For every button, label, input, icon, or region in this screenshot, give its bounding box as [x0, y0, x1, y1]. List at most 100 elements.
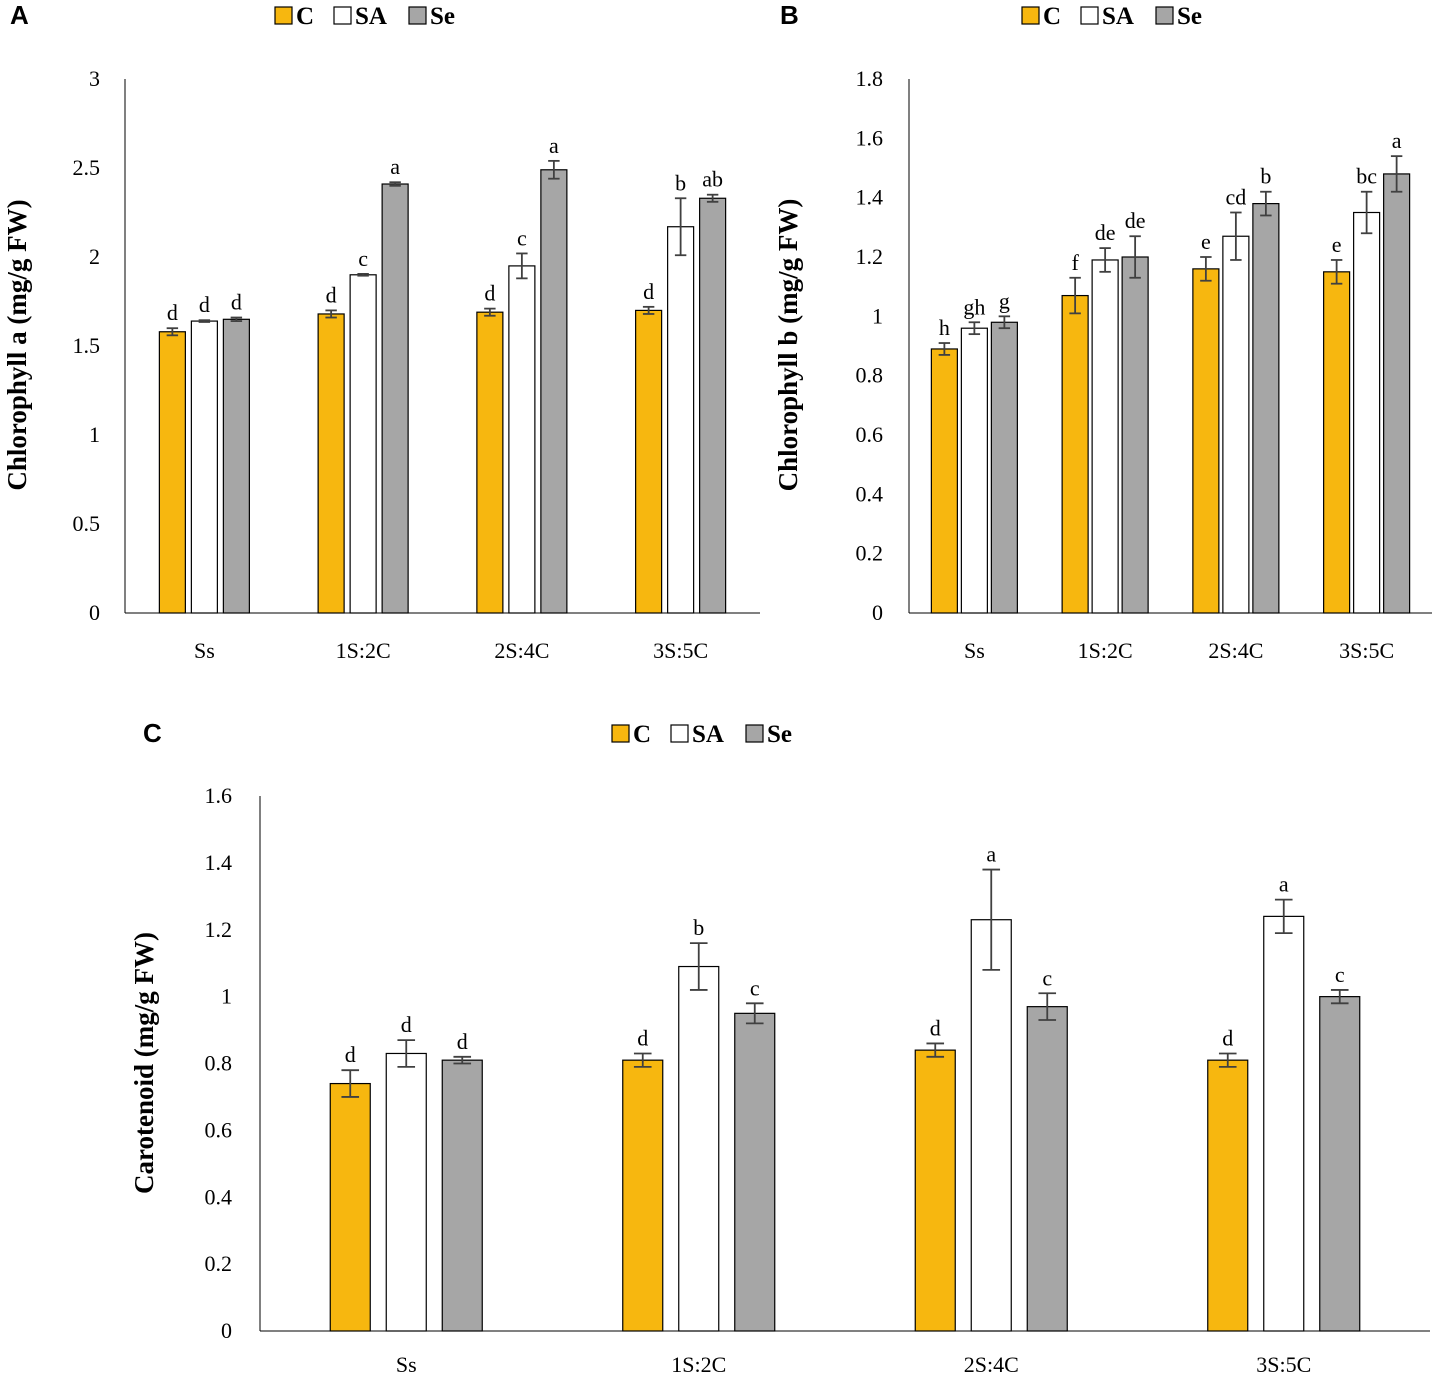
panel-b-y-tick-label: 0.4 [856, 481, 884, 506]
panel-c-significance-letter: b [693, 915, 704, 940]
panel-b-legend-label-sa: SA [1102, 3, 1134, 30]
panel-b-significance-letter: cd [1225, 185, 1246, 210]
panel-b-significance-letter: de [1095, 220, 1116, 245]
panel-a-bar-se [540, 169, 568, 614]
panel-c-legend-swatch-c [611, 724, 630, 743]
panel-b-chart: B C SA Se Chlorophyll b (mg/g FW) 0 0.2 0.4 0… [773, 0, 1432, 663]
panel-b-bar-sa [960, 327, 988, 614]
panel-c-bar-c [329, 1082, 371, 1332]
panel-c-legend-swatch-sa [670, 724, 689, 743]
panel-c-bar-sa [385, 1052, 427, 1332]
panel-b-legend-swatch-c [1021, 6, 1040, 25]
panel-b-bar-se [1252, 203, 1280, 614]
panel-a-y-tick-label: 0.5 [73, 511, 101, 536]
panel-a-bar-sa [349, 274, 377, 614]
panel-b-significance-letter: b [1260, 164, 1271, 189]
panel-c-significance-letter: a [986, 842, 996, 867]
panel-c-bar-se [441, 1059, 483, 1332]
panel-b-bar-c [1192, 268, 1220, 614]
panel-c-bar-sa [1263, 915, 1305, 1332]
panel-c-significance-letter: d [457, 1029, 468, 1054]
panel-a-x-tick-label: 2S:4C [494, 638, 549, 663]
panel-a-bar-sa [667, 226, 695, 614]
panel-a-bar-c [635, 309, 663, 614]
panel-b-x-tick-label: Ss [964, 638, 985, 663]
panel-a-bar-se [699, 197, 727, 614]
panel-a-significance-letter: c [358, 246, 368, 271]
panel-b-x-tick-label: 2S:4C [1208, 638, 1263, 663]
panel-c-y-tick-label: 0 [221, 1318, 232, 1343]
panel-b-y-tick-label: 0 [872, 600, 883, 625]
panel-a-bar-sa [508, 265, 536, 614]
panel-b-legend-label-c: C [1043, 3, 1061, 30]
panel-a-x-tick-label: 1S:2C [336, 638, 391, 663]
panel-c-bar-se [1026, 1006, 1068, 1332]
panel-a-y-tick-label: 0 [89, 600, 100, 625]
panel-c-y-tick-label: 1.6 [205, 783, 233, 808]
panel-c-significance-letter: c [1042, 965, 1052, 990]
panel-c-significance-letter: d [1222, 1025, 1233, 1050]
panel-b-y-tick-label: 1.6 [856, 125, 884, 150]
panel-c-bar-c [622, 1059, 664, 1332]
panel-b-y-tick-label: 0.2 [856, 541, 884, 566]
panel-b-x-tick-label: 3S:5C [1339, 638, 1394, 663]
panel-c-significance-letter: a [1279, 872, 1289, 897]
panel-a-x-tick-label: 3S:5C [653, 638, 708, 663]
panel-b-x-tick-label: 1S:2C [1078, 638, 1133, 663]
panel-b-significance-letter: h [939, 315, 950, 340]
panel-b-bar-sa [1222, 235, 1250, 614]
panel-c-legend-label-se: Se [767, 721, 792, 748]
panel-b-y-tick-label: 0.8 [856, 363, 884, 388]
panel-c-bar-sa [678, 965, 720, 1332]
panel-b-legend-swatch-se [1155, 6, 1174, 25]
panel-a-significance-letter: d [231, 290, 242, 315]
panel-c-significance-letter: c [750, 975, 760, 1000]
panel-a-legend-label-se: Se [430, 3, 455, 30]
panel-c-bar-c [914, 1049, 956, 1332]
panel-a-bar-se [381, 183, 409, 614]
panel-c-plot-area: 0 0.2 0.4 0.6 0.8 1 1.2 1.4 1.6 Ss d d d 1S:2C d b c 2S:4… [205, 783, 1430, 1377]
panel-c-legend-swatch-se [745, 724, 764, 743]
panel-a-legend: C SA Se [274, 3, 455, 30]
panel-letter-c: C [143, 718, 162, 748]
panel-c-y-axis-label: Carotenoid (mg/g FW) [129, 932, 159, 1194]
panel-c-y-tick-label: 0.4 [205, 1184, 233, 1209]
panel-c-x-tick-label: 1S:2C [671, 1352, 726, 1377]
panel-c-significance-letter: d [401, 1012, 412, 1037]
panel-a-bar-c [158, 331, 186, 614]
panel-b-bar-sa [1091, 259, 1119, 614]
panel-b-bar-c [1323, 271, 1351, 614]
panel-c-y-tick-label: 0.6 [205, 1117, 233, 1142]
panel-c-legend: C SA Se [611, 721, 792, 748]
panel-b-y-tick-label: 1.4 [856, 185, 884, 210]
panel-c-legend-label-c: C [633, 721, 651, 748]
panel-c-y-tick-label: 0.2 [205, 1251, 233, 1276]
panel-a-y-tick-label: 2.5 [73, 155, 101, 180]
panel-a-y-tick-label: 2 [89, 244, 100, 269]
panel-c-x-tick-label: Ss [396, 1352, 417, 1377]
panel-a-legend-swatch-sa [333, 6, 352, 25]
panel-b-significance-letter: e [1332, 232, 1342, 257]
panel-b-significance-letter: gh [963, 294, 985, 319]
panel-letter-a: A [10, 0, 29, 30]
panel-b-legend: C SA Se [1021, 3, 1202, 30]
panel-letter-b: B [780, 0, 799, 30]
panel-c-x-tick-label: 3S:5C [1256, 1352, 1311, 1377]
panel-b-bar-sa [1353, 211, 1381, 614]
panel-a-y-tick-label: 1.5 [73, 333, 101, 358]
panel-a-significance-letter: b [675, 170, 686, 195]
panel-c-y-tick-label: 1 [221, 984, 232, 1009]
panel-a-bar-se [222, 318, 250, 614]
panel-b-significance-letter: g [999, 288, 1010, 313]
panel-b-y-tick-label: 0.6 [856, 422, 884, 447]
panel-a-y-tick-label: 1 [89, 422, 100, 447]
panel-b-significance-letter: f [1071, 250, 1079, 275]
panel-a-significance-letter: d [326, 282, 337, 307]
panel-a-legend-swatch-c [274, 6, 293, 25]
panel-b-bar-se [1121, 256, 1149, 614]
panel-b-y-axis-label: Chlorophyll b (mg/g FW) [773, 199, 803, 492]
panel-a-bar-c [476, 311, 504, 614]
panel-b-y-tick-label: 1.2 [856, 244, 884, 269]
